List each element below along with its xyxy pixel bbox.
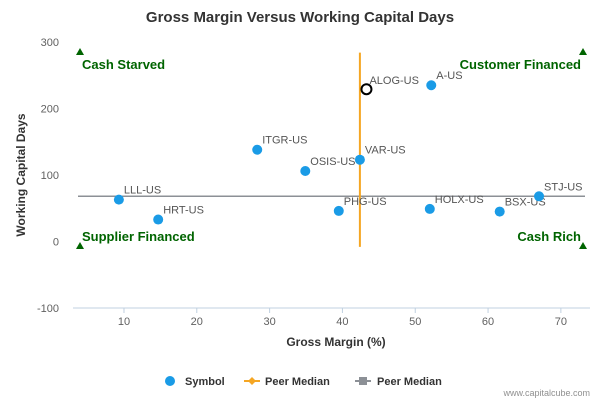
quadrant-marker-top-left (76, 48, 84, 55)
quadrant-label-cash-rich: Cash Rich (517, 229, 581, 244)
data-point-label: HRT-US (163, 205, 204, 217)
quadrant-label-customer-financed: Customer Financed (460, 57, 581, 72)
y-axis-title: Working Capital Days (14, 113, 28, 236)
y-tick-label: 200 (41, 104, 59, 116)
data-point-label: VAR-US (365, 145, 406, 157)
data-point-label: OSIS-US (310, 156, 355, 168)
quadrant-marker-top-right (579, 48, 587, 55)
legend-label-peer-median-vertical: Peer Median (265, 376, 330, 388)
data-point (153, 214, 164, 225)
quadrant-label-cash-starved: Cash Starved (82, 57, 165, 72)
data-point (494, 206, 505, 217)
y-tick-label: 100 (41, 170, 59, 182)
legend-peer-median-horizontal-marker (359, 377, 367, 385)
x-axis-title: Gross Margin (%) (286, 335, 385, 349)
data-point-label: STJ-US (544, 181, 583, 193)
legend-symbol-marker (165, 376, 175, 386)
x-tick-label: 60 (482, 316, 494, 328)
data-point-label: ITGR-US (262, 135, 307, 147)
quadrant-label-supplier-financed: Supplier Financed (82, 229, 195, 244)
data-point-label: LLL-US (124, 185, 161, 197)
data-point (333, 205, 344, 216)
legend-peer-median-vertical-marker (248, 377, 256, 385)
data-point (426, 80, 437, 91)
y-tick-label: 0 (53, 237, 59, 249)
x-tick-label: 10 (118, 316, 130, 328)
y-tick-label: -100 (37, 303, 59, 315)
legend-label-peer-median-horizontal: Peer Median (377, 376, 442, 388)
data-point (252, 144, 263, 155)
legend-label-symbol: Symbol (185, 376, 225, 388)
data-point (354, 154, 365, 165)
x-tick-label: 70 (555, 316, 567, 328)
data-point (113, 194, 124, 205)
data-point-label: PHG-US (344, 196, 387, 208)
x-tick-label: 30 (263, 316, 275, 328)
x-tick-label: 40 (336, 316, 348, 328)
data-point-label: A-US (436, 70, 462, 82)
highlight-point (360, 83, 373, 96)
x-tick-label: 20 (191, 316, 203, 328)
chart-title: Gross Margin Versus Working Capital Days (146, 9, 454, 26)
data-point (300, 166, 311, 177)
data-point (534, 191, 545, 202)
highlight-point-label: ALOG-US (369, 75, 419, 87)
credit-text: www.capitalcube.com (502, 388, 590, 398)
data-point-label: HOLX-US (435, 194, 484, 206)
y-tick-label: 300 (41, 37, 59, 49)
quadrant-marker-bottom-right (579, 242, 587, 249)
quadrant-marker-bottom-left (76, 242, 84, 249)
x-tick-label: 50 (409, 316, 421, 328)
data-point (424, 203, 435, 214)
